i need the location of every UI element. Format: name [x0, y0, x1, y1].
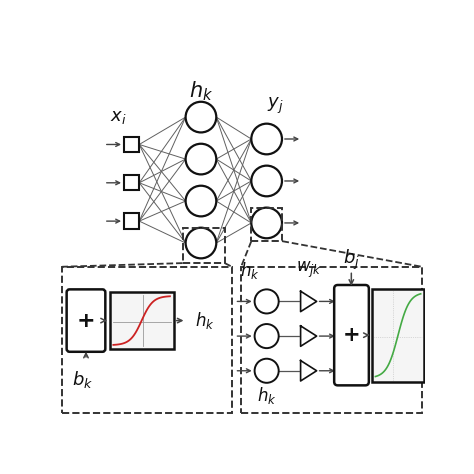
FancyBboxPatch shape — [67, 289, 105, 352]
Circle shape — [255, 324, 279, 348]
Bar — [251, 209, 283, 241]
Text: $h_k$: $h_k$ — [240, 260, 260, 281]
Text: $b_j$: $b_j$ — [343, 247, 360, 272]
Bar — [124, 137, 139, 152]
Circle shape — [255, 289, 279, 313]
Text: $b_k$: $b_k$ — [72, 369, 93, 391]
Circle shape — [251, 124, 282, 155]
Bar — [124, 175, 139, 191]
Text: $y_j$: $y_j$ — [267, 96, 284, 116]
Text: $x_i$: $x_i$ — [110, 108, 127, 126]
Polygon shape — [301, 361, 317, 381]
Bar — [241, 267, 422, 413]
Text: $h_k$: $h_k$ — [189, 80, 213, 103]
Circle shape — [251, 165, 282, 196]
Circle shape — [186, 102, 216, 132]
Text: +: + — [343, 325, 360, 345]
Bar — [62, 267, 232, 413]
Text: +: + — [77, 310, 95, 330]
Circle shape — [186, 186, 216, 216]
Text: $w_{jk}$: $w_{jk}$ — [296, 260, 321, 281]
Text: $h_k$: $h_k$ — [195, 310, 214, 331]
Polygon shape — [301, 326, 317, 346]
Circle shape — [186, 228, 216, 258]
Bar — [182, 228, 225, 263]
Bar — [124, 213, 139, 229]
Circle shape — [255, 359, 279, 383]
Polygon shape — [301, 291, 317, 311]
Bar — [373, 289, 424, 382]
Text: $h_k$: $h_k$ — [257, 385, 276, 406]
Circle shape — [251, 208, 282, 238]
Circle shape — [186, 144, 216, 174]
FancyBboxPatch shape — [334, 285, 369, 385]
Bar — [109, 292, 173, 349]
